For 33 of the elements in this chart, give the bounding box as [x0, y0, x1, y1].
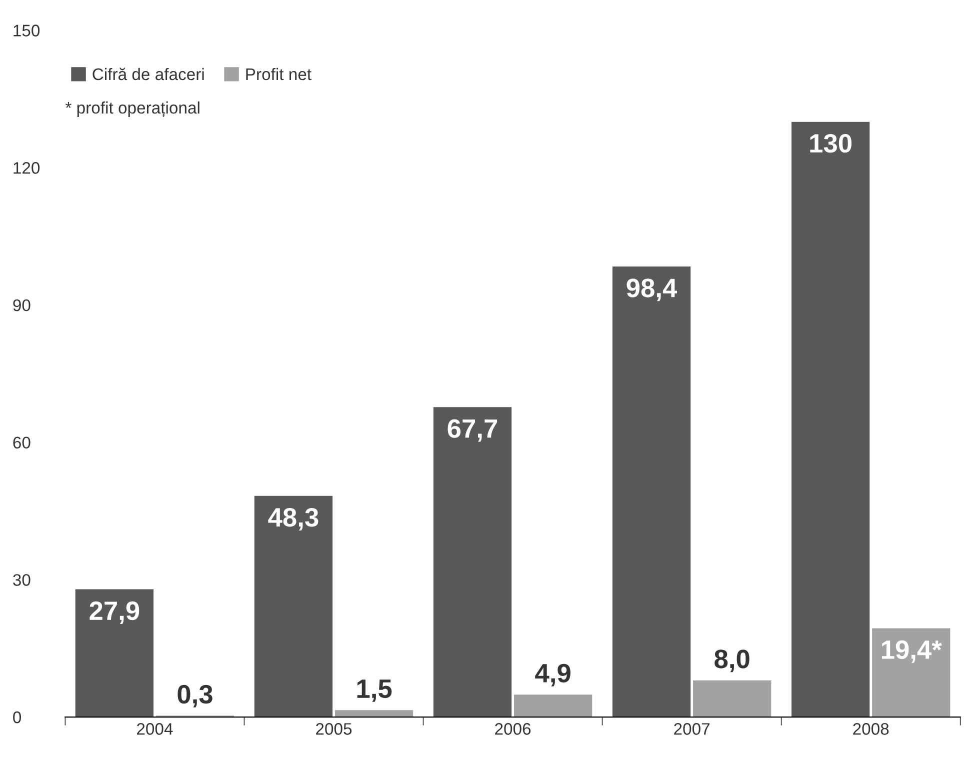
data-label: 8,0: [714, 650, 750, 672]
bar: [254, 496, 333, 718]
bar: [514, 694, 592, 718]
y-tick-label: 90: [13, 299, 30, 312]
x-tick-label: 2005: [316, 723, 352, 735]
data-label: 4,9: [535, 664, 570, 686]
data-label: 130: [810, 134, 852, 153]
bar: [693, 680, 772, 718]
annotation: * profit operațional: [65, 101, 200, 118]
legend-label: Profit net: [246, 68, 312, 80]
x-tick-label: 2006: [495, 723, 531, 735]
bar: [791, 122, 870, 718]
y-tick-label: 30: [13, 574, 30, 586]
data-label: 48,3: [268, 508, 318, 531]
y-tick-label: 120: [14, 162, 40, 174]
bar: [433, 407, 512, 718]
y-tick-label: 60: [13, 436, 30, 449]
data-label: 98,4: [626, 278, 678, 302]
data-label: 27,9: [90, 601, 140, 624]
bar: [75, 589, 154, 718]
bar: [612, 266, 691, 718]
y-tick-label: 150: [14, 24, 40, 36]
data-label: 67,7: [448, 419, 498, 442]
data-label: 19,4*: [882, 640, 942, 663]
data-label: 1,5: [357, 680, 392, 702]
y-tick-label: 0: [13, 711, 22, 724]
legend-label: Cifră de afaceri: [92, 68, 204, 80]
data-label: 0,3: [178, 684, 212, 708]
x-tick-label: 2004: [137, 723, 173, 735]
x-tick-label: 2008: [853, 723, 889, 735]
bar: [872, 628, 950, 718]
x-tick-label: 2007: [674, 723, 710, 735]
bar: [334, 710, 414, 718]
